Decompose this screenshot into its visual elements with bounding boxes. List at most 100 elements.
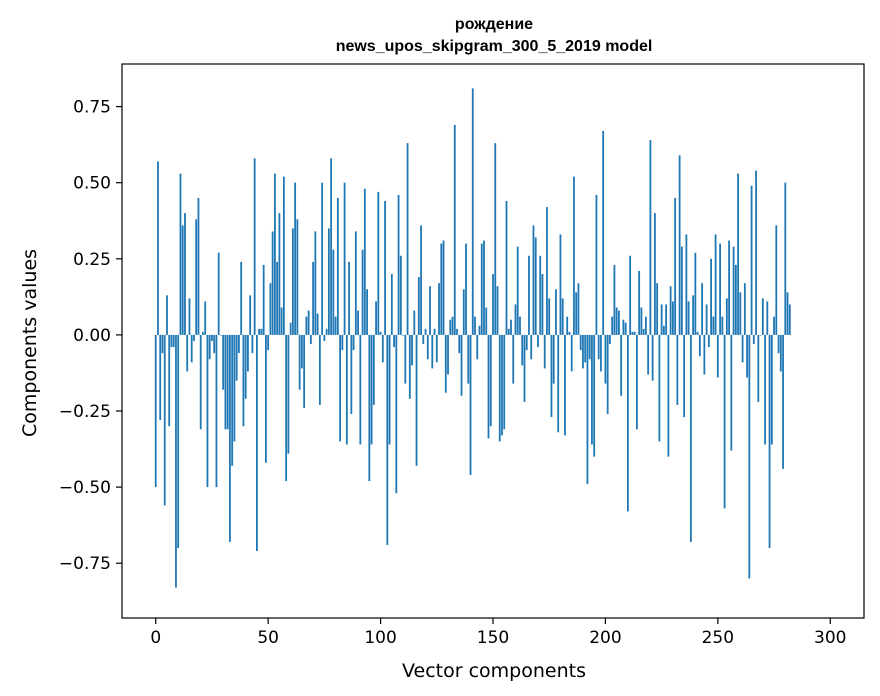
bar — [345, 334, 348, 445]
bar — [759, 334, 762, 336]
bar — [622, 319, 625, 335]
bar — [379, 331, 382, 335]
bar — [629, 255, 632, 335]
bar — [525, 334, 528, 351]
bar — [611, 316, 614, 335]
bar — [202, 331, 204, 335]
bar — [258, 328, 261, 335]
bar — [309, 334, 312, 345]
bar — [321, 182, 324, 335]
bar — [334, 316, 337, 335]
bar — [606, 334, 609, 415]
bar — [343, 182, 346, 335]
bar — [318, 334, 321, 405]
bar — [649, 140, 652, 335]
bar — [561, 298, 564, 335]
bar — [260, 328, 263, 335]
bar — [316, 313, 319, 335]
bar — [251, 334, 254, 354]
bar — [222, 334, 225, 390]
bar — [366, 289, 368, 335]
bar — [359, 334, 362, 445]
bar — [431, 334, 434, 369]
bar — [224, 334, 227, 430]
bar — [170, 334, 173, 348]
bar — [721, 316, 724, 335]
bar — [653, 213, 656, 335]
bar — [188, 298, 191, 335]
bar — [303, 334, 306, 408]
bar — [424, 328, 427, 335]
bar — [159, 334, 162, 421]
bar — [408, 334, 411, 399]
bar — [647, 334, 650, 375]
bar — [211, 334, 213, 341]
bar — [714, 234, 717, 335]
bar — [204, 301, 207, 335]
bar — [276, 261, 279, 335]
bar — [683, 334, 686, 418]
bar — [271, 231, 274, 335]
bar — [231, 334, 234, 466]
bar — [413, 310, 416, 335]
bar — [689, 334, 692, 542]
bar — [429, 286, 431, 335]
bar — [240, 261, 243, 335]
bar — [519, 316, 521, 335]
y-tick-label: 0.00 — [73, 326, 111, 346]
bar — [465, 243, 467, 335]
bar — [422, 334, 425, 345]
bar — [172, 334, 175, 348]
bar — [543, 334, 546, 369]
bar — [656, 283, 659, 335]
bar — [456, 328, 458, 335]
bar — [764, 334, 766, 445]
bar — [213, 334, 216, 354]
bar — [307, 310, 310, 335]
bar — [332, 249, 335, 335]
bar — [339, 334, 341, 442]
bar — [168, 334, 171, 427]
bar — [435, 334, 438, 363]
bar — [444, 334, 447, 393]
bar — [267, 334, 270, 351]
bar — [229, 334, 231, 542]
bar — [539, 255, 542, 335]
bar — [350, 334, 353, 415]
bar — [750, 185, 753, 335]
x-tick-label: 150 — [477, 628, 509, 648]
bar — [710, 258, 712, 335]
bar — [703, 334, 706, 375]
bar — [420, 225, 422, 335]
x-axis-label: Vector components — [402, 660, 586, 682]
bar — [323, 334, 326, 341]
bar — [678, 155, 681, 335]
bar — [294, 182, 297, 335]
bar — [375, 301, 377, 335]
bar — [262, 264, 265, 335]
bar — [411, 334, 413, 366]
bar — [377, 191, 380, 335]
bar — [692, 295, 695, 335]
bar — [651, 334, 654, 381]
bar — [181, 225, 184, 335]
bar — [618, 310, 620, 335]
bar — [777, 334, 780, 354]
bar — [685, 234, 688, 335]
bar — [384, 200, 386, 335]
bar — [312, 261, 315, 335]
y-axis-label: Components values — [19, 249, 41, 437]
bar — [779, 334, 782, 372]
bar — [595, 194, 598, 335]
bar — [741, 334, 744, 363]
bar — [426, 334, 429, 360]
bar — [341, 334, 344, 351]
bar — [357, 310, 359, 335]
y-tick-label: −0.75 — [59, 554, 111, 574]
bar — [568, 331, 571, 335]
bar — [593, 334, 596, 457]
bar — [354, 231, 357, 335]
x-tick-label: 50 — [257, 628, 279, 648]
bar — [604, 334, 607, 384]
bar — [725, 298, 728, 335]
